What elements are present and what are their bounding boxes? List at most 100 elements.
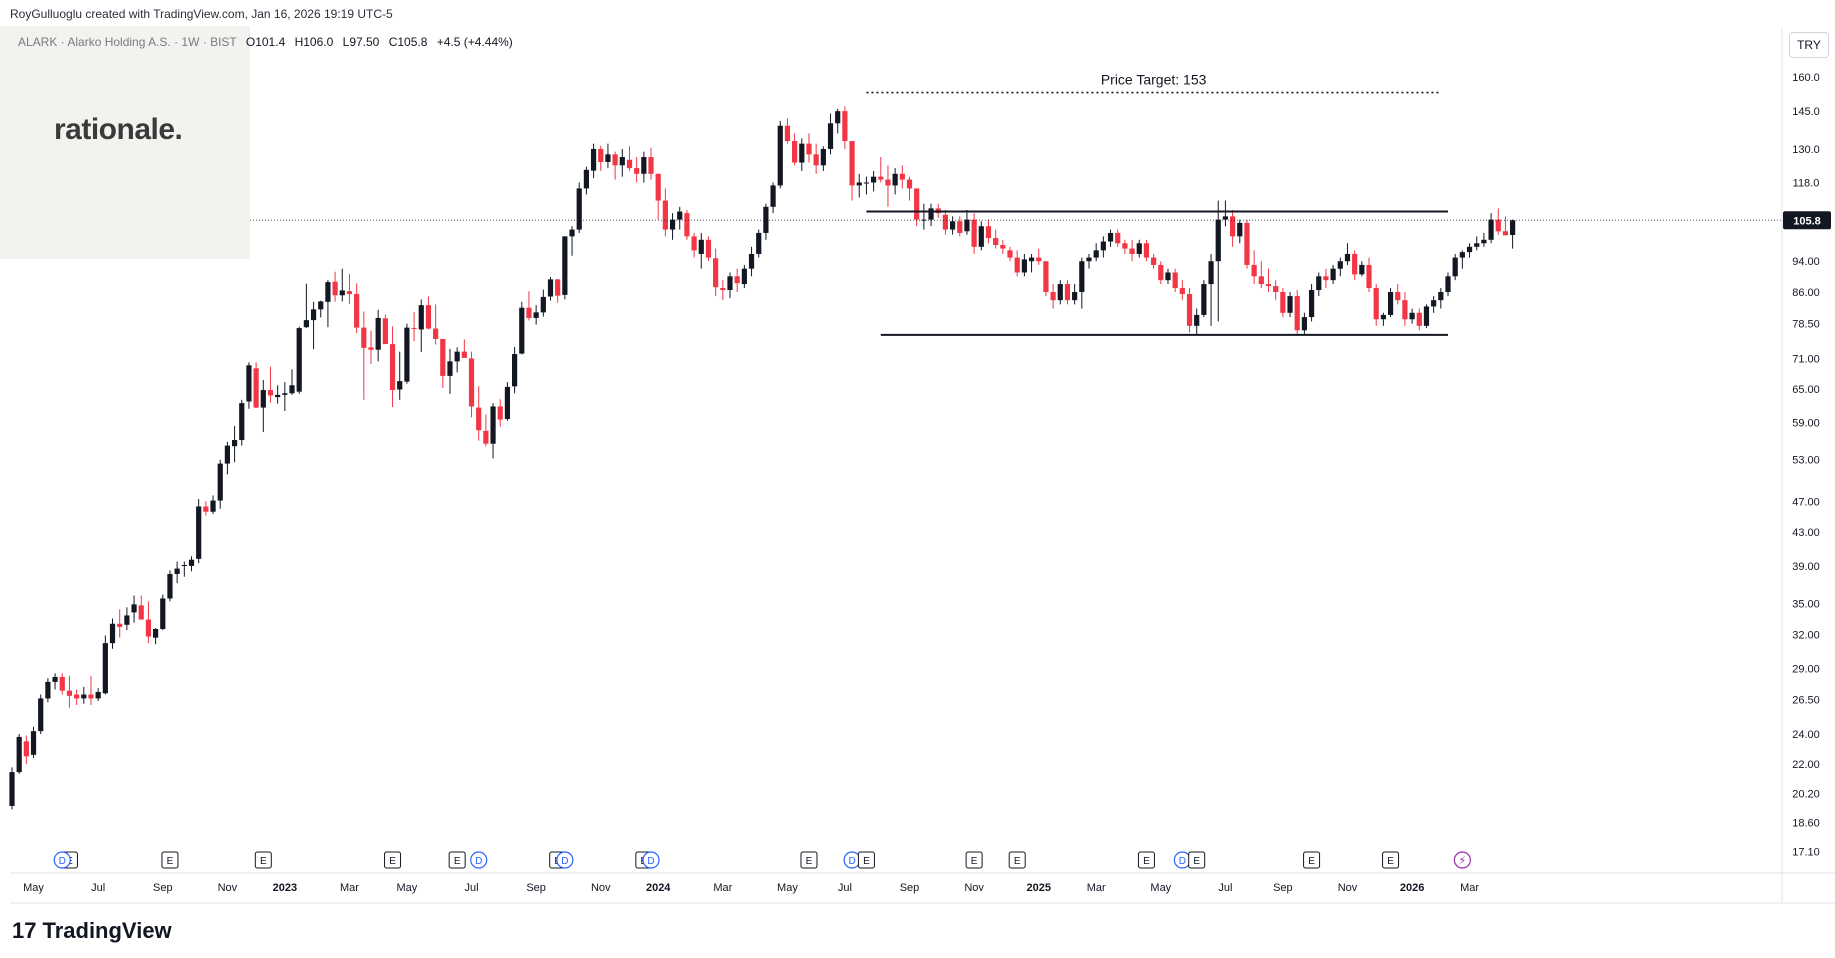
price-tick-label: 94.00 bbox=[1792, 256, 1820, 268]
candle bbox=[921, 203, 927, 230]
watermark-text: rationale. bbox=[54, 113, 183, 146]
candle bbox=[66, 675, 73, 708]
earnings-event-icon[interactable]: E bbox=[1303, 851, 1321, 869]
split-symbol: ⚡ bbox=[1458, 854, 1466, 867]
last-price-tag bbox=[1783, 211, 1831, 230]
earnings-letter: E bbox=[1387, 856, 1394, 867]
earnings-event-icon[interactable]: E bbox=[1008, 851, 1026, 869]
price-axis[interactable]: 17.10 18.60 20.20 22.00 24.00 26.50 29.00 32.00… bbox=[1792, 72, 1820, 858]
candle bbox=[1172, 268, 1178, 293]
candle bbox=[792, 133, 798, 166]
time-tick-label: Mar bbox=[1460, 882, 1479, 894]
candle-body bbox=[196, 506, 202, 559]
candle-body bbox=[23, 741, 29, 757]
candle-body bbox=[921, 219, 927, 221]
time-tick-label: 2026 bbox=[1400, 882, 1424, 894]
candle bbox=[512, 346, 518, 394]
candle-body bbox=[354, 294, 360, 328]
candle bbox=[648, 147, 654, 180]
earnings-event-icon[interactable]: E bbox=[448, 851, 466, 869]
events-group[interactable]: EDEEEEDEDEDEDEEEEDEEE⚡ bbox=[53, 851, 1471, 869]
candle bbox=[590, 143, 597, 179]
candle-body bbox=[260, 390, 266, 408]
price-tick-label: 39.00 bbox=[1792, 561, 1820, 573]
candle-body bbox=[131, 604, 137, 613]
candle-body bbox=[1086, 257, 1092, 262]
earnings-letter: E bbox=[806, 856, 813, 867]
candle bbox=[1021, 253, 1027, 277]
candle bbox=[734, 268, 740, 293]
earnings-event-icon[interactable]: E bbox=[384, 851, 402, 869]
earnings-event-icon[interactable]: E bbox=[800, 851, 818, 869]
candle-body bbox=[246, 365, 252, 402]
earnings-letter: E bbox=[1308, 856, 1315, 867]
candle-body bbox=[1179, 288, 1185, 295]
dividend-event-icon[interactable]: D bbox=[1173, 851, 1191, 869]
candle bbox=[1466, 243, 1473, 258]
candle-body bbox=[533, 312, 539, 318]
candle-body bbox=[117, 623, 123, 627]
candle-body bbox=[1352, 253, 1358, 275]
candle bbox=[1294, 290, 1300, 335]
earnings-letter: E bbox=[971, 856, 978, 867]
candle bbox=[1337, 257, 1343, 277]
earnings-event-icon[interactable]: E bbox=[857, 851, 875, 869]
time-axis[interactable]: May Jul Sep Nov 2023 Mar May Jul Sep Nov 2024 Mar Ma… bbox=[23, 882, 1479, 894]
candle-body bbox=[942, 214, 948, 230]
split-event-icon[interactable]: ⚡ bbox=[1453, 851, 1471, 869]
candle bbox=[1007, 246, 1013, 262]
candle bbox=[23, 735, 29, 765]
tradingview-footer-logo[interactable]: 17 TradingView bbox=[12, 918, 172, 944]
candle bbox=[318, 300, 324, 318]
candle-body bbox=[1452, 257, 1458, 277]
candle bbox=[899, 165, 905, 189]
dividend-event-icon[interactable]: D bbox=[556, 851, 574, 869]
legend-low: L97.50 bbox=[342, 35, 380, 49]
candle bbox=[346, 273, 353, 304]
earnings-event-icon[interactable]: E bbox=[1188, 851, 1206, 869]
candle bbox=[1423, 304, 1430, 329]
dividend-event-icon[interactable]: D bbox=[642, 851, 660, 869]
price-tick-label: 71.00 bbox=[1792, 353, 1820, 365]
candle bbox=[102, 635, 108, 695]
candle-body bbox=[777, 125, 783, 186]
candle bbox=[1488, 213, 1494, 244]
candle bbox=[1352, 250, 1358, 281]
candle bbox=[978, 221, 984, 251]
time-tick-label: Nov bbox=[964, 882, 984, 894]
dividend-letter: D bbox=[475, 856, 482, 867]
dividend-event-icon[interactable]: D bbox=[843, 851, 861, 869]
earnings-event-icon[interactable]: E bbox=[1382, 851, 1400, 869]
candle-body bbox=[124, 615, 130, 625]
dividend-event-icon[interactable]: D bbox=[53, 851, 71, 869]
earnings-event-icon[interactable]: E bbox=[254, 851, 272, 869]
candle-body bbox=[1402, 300, 1408, 320]
candle-body bbox=[806, 143, 812, 155]
candle bbox=[820, 146, 826, 171]
candle bbox=[354, 283, 360, 334]
candle-body bbox=[231, 439, 238, 447]
candle bbox=[677, 206, 683, 230]
time-tick-label: Sep bbox=[153, 882, 173, 894]
earnings-event-icon[interactable]: E bbox=[965, 851, 983, 869]
candle bbox=[239, 399, 245, 446]
candle bbox=[849, 141, 855, 201]
dividend-event-icon[interactable]: D bbox=[470, 851, 488, 869]
earnings-event-icon[interactable]: E bbox=[1137, 851, 1155, 869]
candle bbox=[1502, 216, 1509, 236]
earnings-event-icon[interactable]: E bbox=[161, 851, 179, 869]
candle bbox=[497, 399, 503, 427]
candle-body bbox=[698, 239, 704, 254]
candle-body bbox=[1057, 284, 1063, 301]
earnings-badge bbox=[800, 851, 818, 869]
candle bbox=[705, 236, 712, 262]
candle-body bbox=[648, 157, 654, 174]
currency-button[interactable]: TRY bbox=[1789, 32, 1829, 58]
candle-body bbox=[1459, 252, 1465, 258]
candle bbox=[210, 495, 216, 515]
earnings-badge bbox=[1303, 851, 1321, 869]
watermark-box bbox=[0, 26, 250, 259]
earnings-badge bbox=[1382, 851, 1400, 869]
price-tick-label: 35.00 bbox=[1792, 598, 1820, 610]
